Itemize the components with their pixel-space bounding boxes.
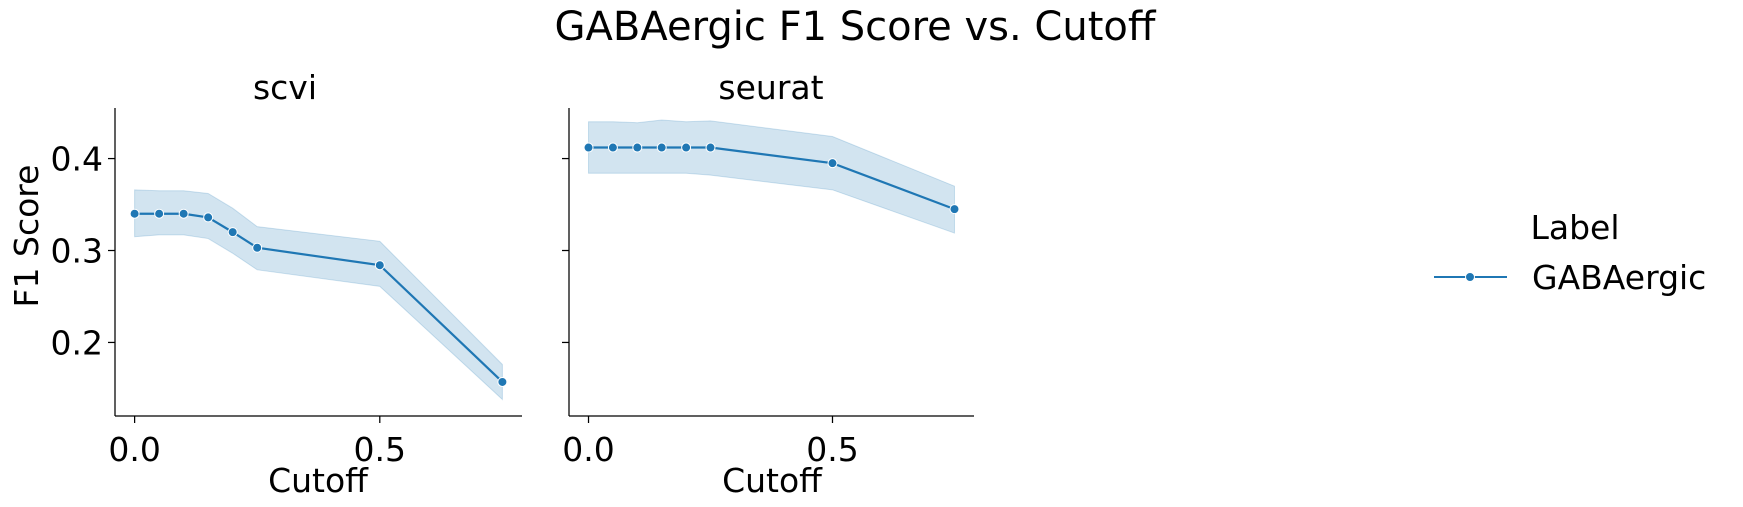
legend-title: Label bbox=[1530, 208, 1619, 247]
data-point-gabaergic-scvi-7 bbox=[497, 376, 508, 387]
data-point-gabaergic-scvi-4 bbox=[227, 227, 238, 238]
legend-entry-gabaergic: GABAergic bbox=[1532, 258, 1706, 297]
data-point-gabaergic-seurat-2 bbox=[632, 142, 643, 153]
ticks-seurat: 0.0 0.5 bbox=[562, 157, 859, 469]
x-tick-label-seurat-1: 0.5 bbox=[806, 430, 858, 469]
data-point-gabaergic-seurat-3 bbox=[656, 142, 667, 153]
legend-marker-gabaergic bbox=[1465, 272, 1475, 282]
x-tick-label-seurat-0: 0.0 bbox=[562, 430, 614, 469]
data-point-gabaergic-seurat-4 bbox=[681, 142, 692, 153]
ci-band-gabaergic-seurat bbox=[588, 119, 955, 234]
x-tick-label-scvi-0: 0.0 bbox=[108, 430, 160, 469]
panel-seurat: seurat 0.0 0.5 Cutoff bbox=[562, 68, 974, 500]
data-point-gabaergic-scvi-2 bbox=[178, 208, 189, 219]
chart-title: GABAergic F1 Score vs. Cutoff bbox=[555, 4, 1157, 50]
data-point-gabaergic-seurat-1 bbox=[607, 142, 618, 153]
panel-title-scvi: scvi bbox=[253, 68, 317, 107]
data-point-gabaergic-seurat-6 bbox=[827, 158, 838, 169]
ci-band-gabaergic-scvi bbox=[134, 189, 503, 401]
x-tick-label-scvi-1: 0.5 bbox=[354, 430, 406, 469]
data-point-gabaergic-seurat-7 bbox=[949, 204, 960, 215]
legend: Label GABAergic bbox=[1434, 208, 1706, 297]
data-point-gabaergic-scvi-0 bbox=[129, 208, 140, 219]
y-tick-label-1: 0.3 bbox=[51, 232, 103, 271]
ticks-scvi: 0.0 0.5 0.2 0.3 0.4 bbox=[51, 140, 407, 469]
x-axis-label-scvi: Cutoff bbox=[268, 461, 369, 500]
plot-area-seurat bbox=[583, 119, 960, 234]
panel-title-seurat: seurat bbox=[718, 68, 823, 107]
x-axis-label-seurat: Cutoff bbox=[722, 461, 823, 500]
data-point-gabaergic-scvi-3 bbox=[203, 212, 214, 223]
y-tick-label-2: 0.4 bbox=[51, 140, 103, 179]
y-tick-label-0: 0.2 bbox=[51, 323, 103, 362]
data-point-gabaergic-seurat-0 bbox=[583, 142, 594, 153]
plot-area-scvi bbox=[129, 189, 508, 401]
data-point-gabaergic-seurat-5 bbox=[705, 142, 716, 153]
y-axis-label: F1 Score bbox=[7, 165, 46, 308]
data-point-gabaergic-scvi-5 bbox=[252, 242, 263, 253]
data-point-gabaergic-scvi-6 bbox=[374, 260, 385, 271]
panel-scvi: scvi 0.0 0.5 0.2 0.3 0.4 Cutoff bbox=[51, 68, 522, 500]
data-point-gabaergic-scvi-1 bbox=[154, 208, 165, 219]
